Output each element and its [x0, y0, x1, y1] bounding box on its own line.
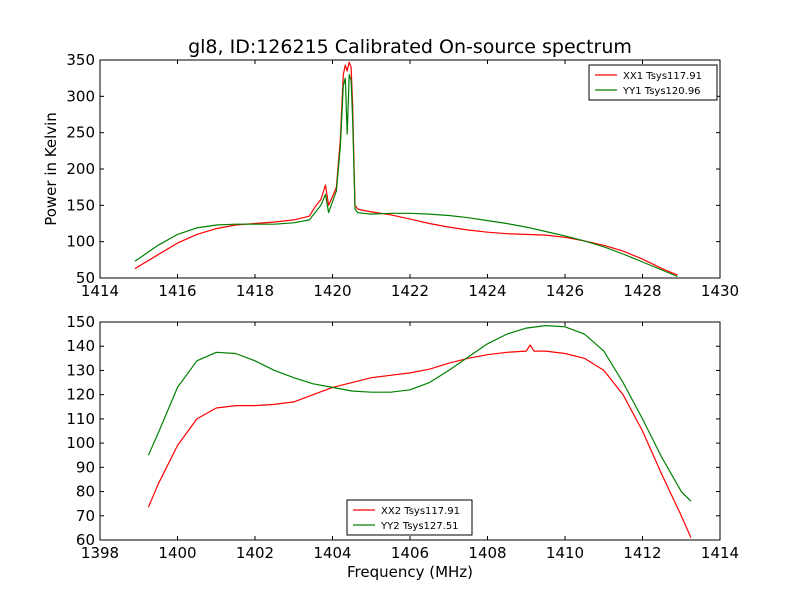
x-tick-label: 1428 — [623, 282, 661, 300]
x-tick-label: 1430 — [701, 282, 739, 300]
x-tick-label: 1398 — [81, 544, 119, 562]
y-axis-label: Power in Kelvin — [42, 112, 60, 226]
x-tick-label: 1412 — [623, 544, 661, 562]
y-tick-label: 150 — [66, 313, 95, 331]
y-tick-label: 300 — [66, 87, 95, 105]
y-tick-label: 120 — [66, 386, 95, 404]
y-tick-label: 110 — [66, 410, 95, 428]
x-tick-label: 1400 — [158, 544, 196, 562]
y-tick-label: 70 — [76, 507, 95, 525]
x-tick-label: 1402 — [236, 544, 274, 562]
legend-box — [346, 499, 473, 536]
y-tick-label: 350 — [66, 51, 95, 69]
top-plot: 1414 1416 1418 1420 1422 1424 1426 1428 1430 50 10… — [42, 51, 739, 300]
legend-label: YY1 Tsys120.96 — [622, 86, 701, 97]
legend-label: XX2 Tsys117.91 — [381, 506, 460, 517]
y-tick-label: 140 — [66, 337, 95, 355]
series-line-xx2 — [147, 344, 692, 538]
legend: XX2 Tsys117.91 YY2 Tsys127.51 — [346, 499, 473, 536]
legend: XX1 Tsys117.91 YY1 Tsys120.96 — [588, 64, 718, 101]
y-tick-label: 60 — [76, 531, 95, 549]
x-tick-label: 1414 — [81, 282, 119, 300]
chart-title: gl8, ID:126215 Calibrated On-source spec… — [188, 36, 632, 58]
x-tick-label: 1418 — [236, 282, 274, 300]
x-tick-label: 1410 — [546, 544, 584, 562]
bottom-plot: 1398 1400 1402 1404 1406 1408 1410 1412 1414 60 70… — [66, 313, 739, 581]
series-line-yy2 — [147, 325, 692, 502]
x-tick-label: 1422 — [391, 282, 429, 300]
x-tick-label: 1420 — [313, 282, 351, 300]
x-tick-label: 1414 — [701, 544, 739, 562]
y-tick-label: 150 — [66, 196, 95, 214]
legend-label: XX1 Tsys117.91 — [623, 71, 702, 82]
y-tick-label: 100 — [66, 434, 95, 452]
y-tick-label: 80 — [76, 483, 95, 501]
x-tick-label: 1426 — [546, 282, 584, 300]
x-tick-label: 1406 — [391, 544, 429, 562]
y-tick-label: 250 — [66, 124, 95, 142]
x-axis-label: Frequency (MHz) — [347, 563, 473, 581]
y-tick-label: 130 — [66, 361, 95, 379]
y-tick-label: 100 — [66, 233, 95, 251]
series-line-xx1 — [134, 61, 678, 276]
x-tick-label: 1424 — [468, 282, 506, 300]
legend-label: YY2 Tsys127.51 — [380, 521, 459, 532]
x-tick-label: 1416 — [158, 282, 196, 300]
legend-box — [588, 64, 718, 101]
x-tick-label: 1404 — [313, 544, 351, 562]
series-line-yy1 — [134, 73, 678, 278]
y-tick-label: 50 — [76, 269, 95, 287]
y-tick-label: 200 — [66, 160, 95, 178]
x-tick-label: 1408 — [468, 544, 506, 562]
y-tick-label: 90 — [76, 458, 95, 476]
